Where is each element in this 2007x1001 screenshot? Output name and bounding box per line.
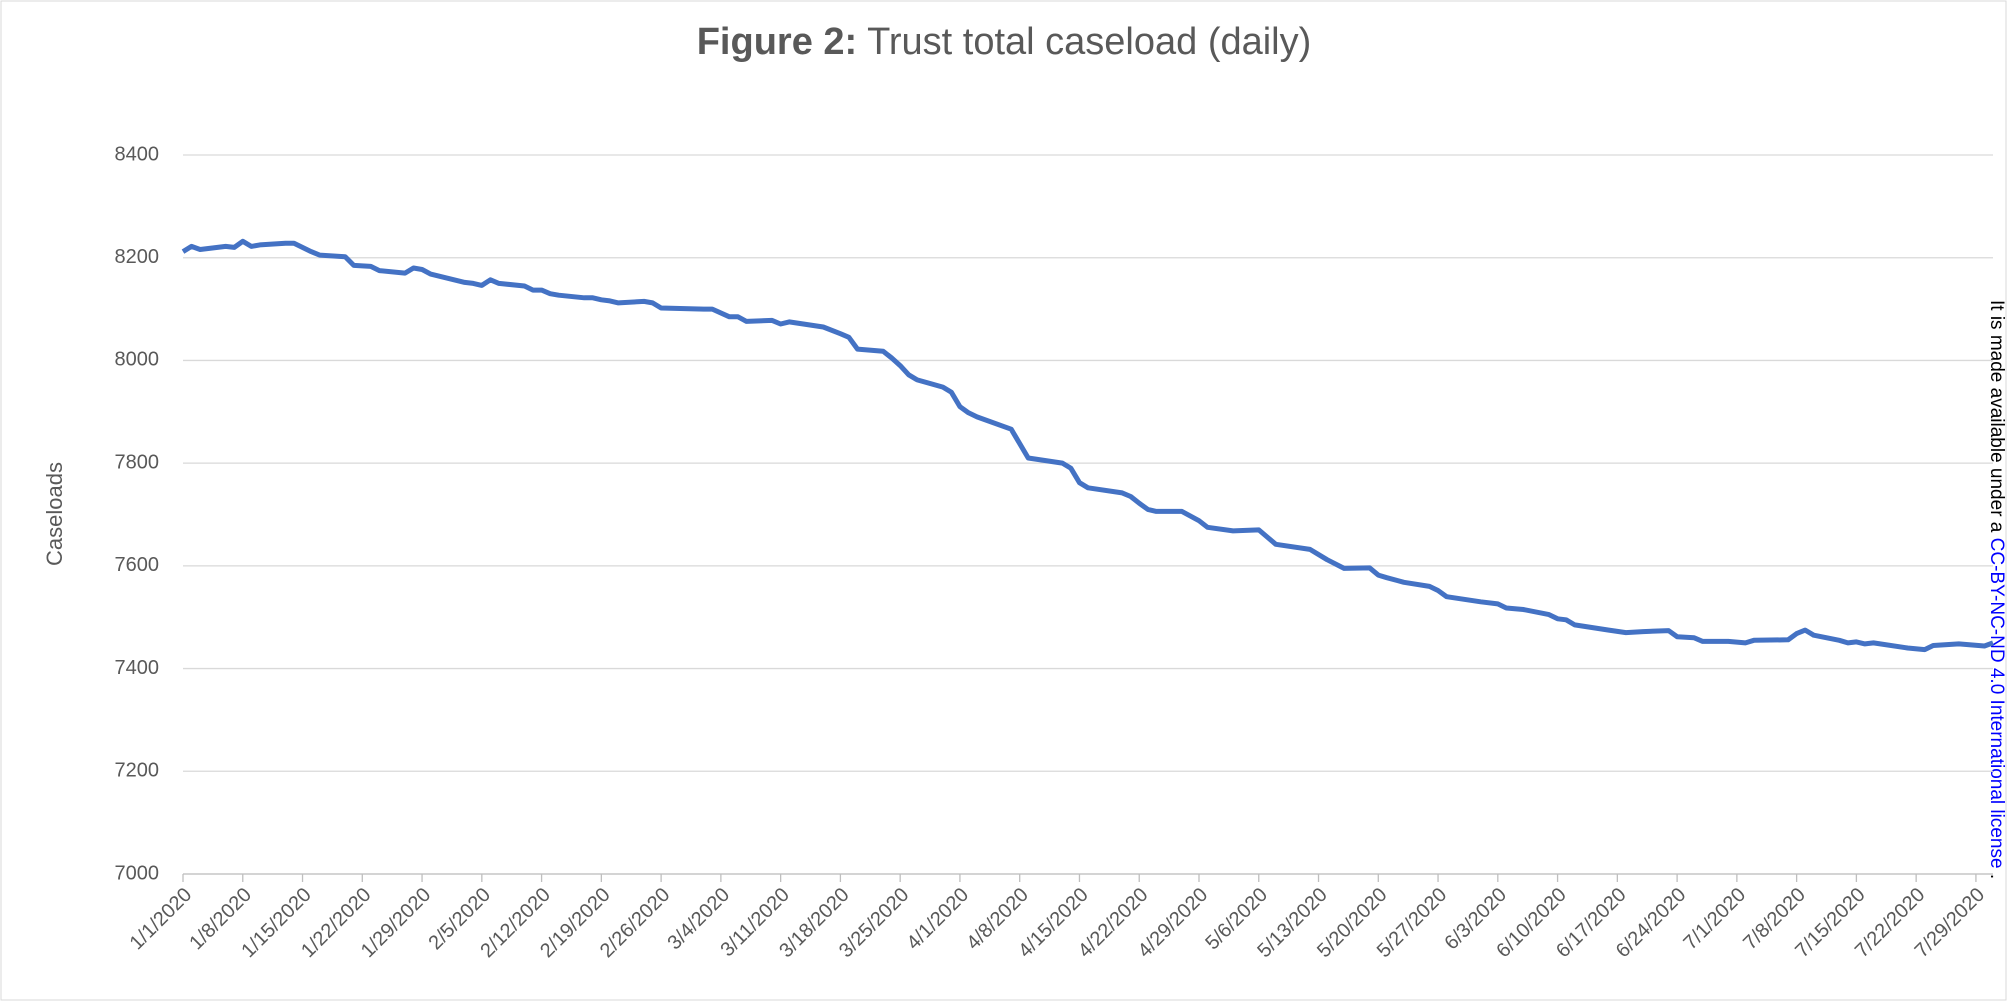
- chart-title: Figure 2: Trust total caseload (daily): [697, 21, 1312, 63]
- y-tick-label: 7000: [115, 862, 160, 884]
- x-tick-label: 4/1/2020: [903, 884, 974, 955]
- x-tick-label: 7/1/2020: [1680, 884, 1751, 955]
- y-tick-label: 7800: [115, 451, 160, 473]
- side-note: It is made available under a CC-BY-NC-ND…: [1986, 300, 2007, 879]
- y-tick-label: 8000: [115, 349, 160, 371]
- x-tick-label: 1/1/2020: [126, 884, 197, 955]
- y-tick-label: 7600: [115, 554, 160, 576]
- y-tick-label: 8400: [115, 143, 160, 165]
- title-text: Trust total caseload (daily): [867, 21, 1311, 63]
- y-tick-label: 7200: [115, 760, 160, 782]
- y-tick-label: 8200: [115, 246, 160, 268]
- data-line: [181, 238, 1994, 653]
- side-note-text: It is made available under a: [1986, 300, 2007, 533]
- side-note-end: .: [1986, 874, 2007, 879]
- title-prefix: Figure 2:: [697, 21, 857, 63]
- license-link[interactable]: CC-BY-NC-ND 4.0 International license: [1986, 538, 2007, 869]
- y-tick-label: 7400: [115, 657, 160, 679]
- y-axis-label: Caseloads: [42, 462, 67, 566]
